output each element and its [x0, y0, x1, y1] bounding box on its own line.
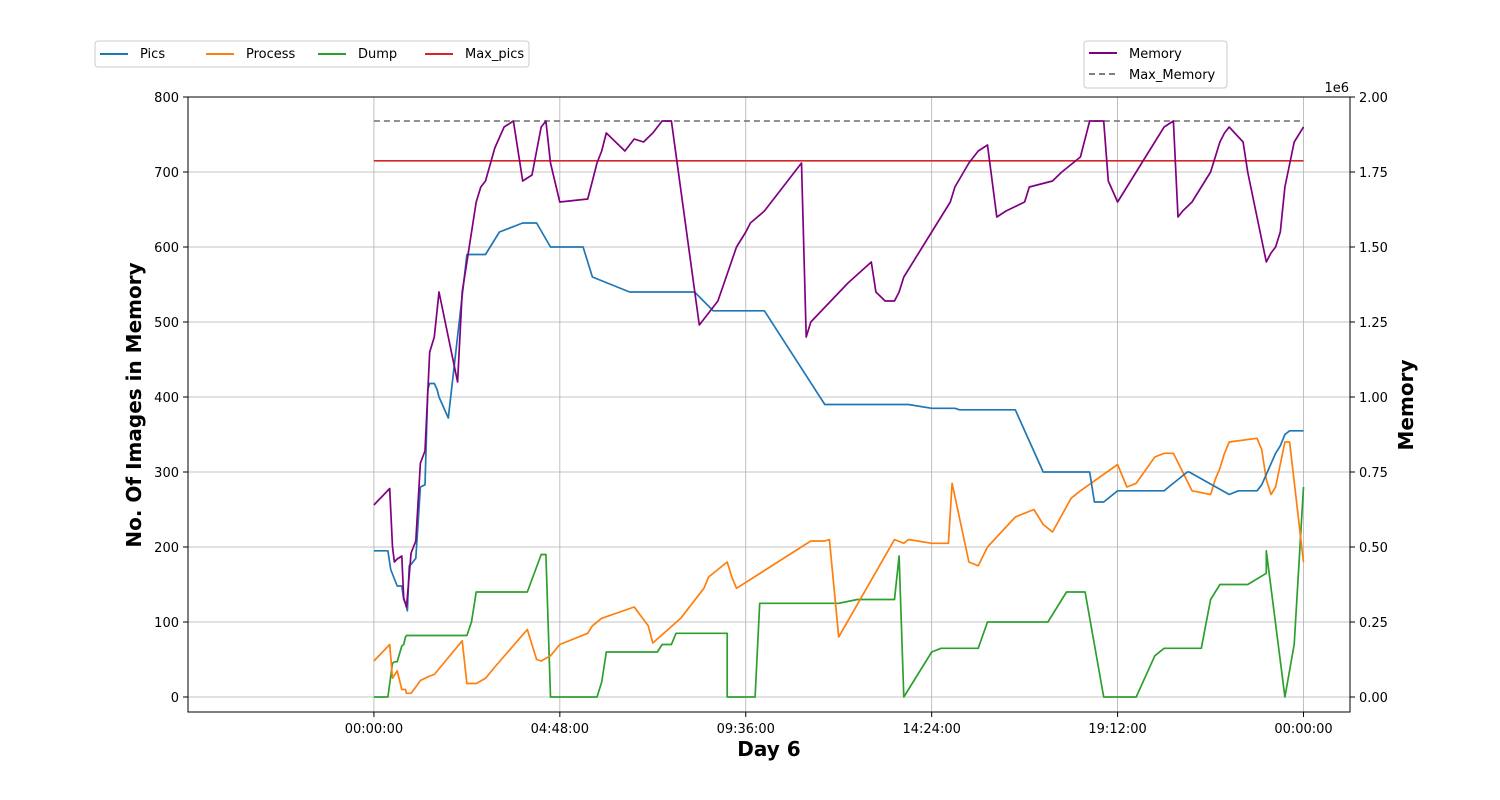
y-tick-label: 600 [154, 241, 179, 256]
y2-offset-label: 1e6 [1324, 81, 1349, 96]
x-tick-label: 04:48:00 [531, 722, 589, 737]
y2-tick-label: 1.75 [1359, 166, 1388, 181]
legend-right: Memory Max_Memory [1083, 40, 1228, 89]
x-axis-label: Day 6 [737, 737, 800, 761]
legend-left-box [94, 40, 530, 68]
x-tick-label: 14:24:00 [902, 722, 960, 737]
legend-label: Memory [1129, 47, 1182, 62]
legend-label: Process [246, 47, 296, 62]
y-tick-label: 0 [171, 691, 179, 706]
y-axis-label: No. Of Images in Memory [122, 262, 146, 547]
series-line-process [373, 437, 1305, 695]
legend-right-box [1083, 40, 1228, 89]
x-tick-label: 09:36:00 [717, 722, 775, 737]
x-tick-label: 00:00:00 [345, 722, 403, 737]
legend-label: Max_pics [465, 47, 524, 62]
series-line-memory [373, 120, 1305, 608]
y2-tick-label: 1.00 [1359, 391, 1388, 406]
plot-frame [187, 96, 1351, 713]
y-tick-label: 200 [154, 541, 179, 556]
y2-axis-label: Memory [1394, 360, 1418, 451]
y-tick-label: 800 [154, 91, 179, 106]
x-tick-label: 19:12:00 [1088, 722, 1146, 737]
y-tick-label: 100 [154, 616, 179, 631]
y2-tick-label: 2.00 [1359, 91, 1388, 106]
y2-tick-label: 0.25 [1359, 616, 1388, 631]
y2-tick-label: 0.00 [1359, 691, 1388, 706]
y2-tick-label: 0.50 [1359, 541, 1388, 556]
y2-tick-label: 0.75 [1359, 466, 1388, 481]
grid [188, 96, 1350, 712]
y-axis-right: 0.00 0.25 0.50 0.75 1.00 1.25 1.50 1.75 2.00 [1350, 91, 1388, 706]
y2-tick-label: 1.25 [1359, 316, 1388, 331]
y-tick-label: 300 [154, 466, 179, 481]
legend-label: Dump [358, 47, 397, 62]
y-tick-label: 700 [154, 166, 179, 181]
x-tick-label: 00:00:00 [1274, 722, 1332, 737]
x-axis: 00:00:00 04:48:00 09:36:00 14:24:00 19:12:00… [345, 712, 1333, 737]
y-tick-label: 500 [154, 316, 179, 331]
legend-left: Pics Process Dump Max_pics [94, 40, 530, 68]
series-layer [373, 120, 1305, 698]
legend-label: Pics [140, 47, 165, 62]
y2-tick-label: 1.50 [1359, 241, 1388, 256]
legend-label: Max_Memory [1129, 68, 1216, 83]
y-tick-label: 400 [154, 391, 179, 406]
y-axis-left: 0 100 200 300 400 500 600 700 800 [154, 91, 188, 706]
